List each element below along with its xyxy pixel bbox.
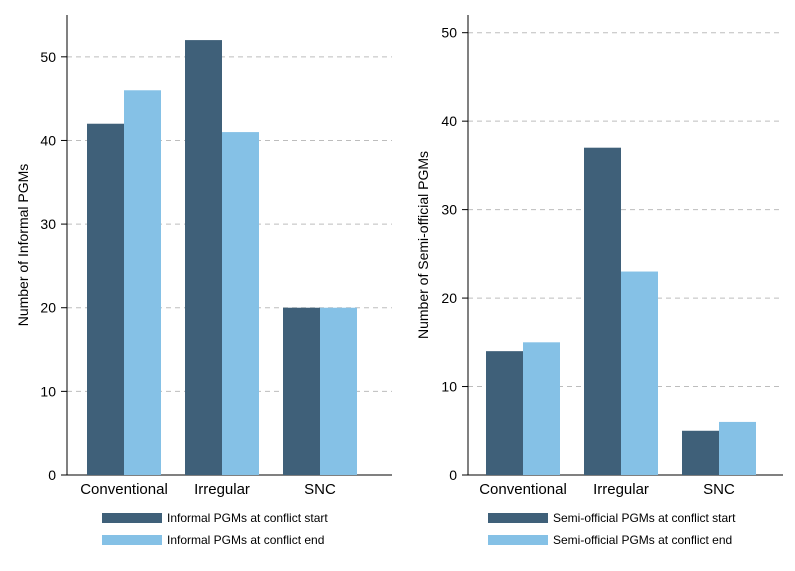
- legend-swatch: [102, 535, 162, 545]
- legend-label: Semi-official PGMs at conflict end: [553, 533, 732, 547]
- x-category-label: Irregular: [194, 481, 250, 498]
- x-category-label: Conventional: [479, 481, 567, 498]
- legend-swatch: [102, 513, 162, 523]
- legend-swatch: [488, 535, 548, 545]
- y-tick-label: 10: [40, 383, 56, 399]
- y-tick-label: 10: [441, 379, 457, 395]
- y-tick-label: 40: [441, 113, 457, 129]
- legend-label: Semi-official PGMs at conflict start: [553, 511, 736, 525]
- bar-end-conventional: [523, 342, 560, 475]
- y-tick-label: 50: [441, 25, 457, 41]
- y-tick-label: 40: [40, 132, 56, 148]
- bar-start-snc: [682, 430, 719, 475]
- y-tick-label: 0: [48, 467, 56, 483]
- x-category-label: SNC: [304, 481, 336, 498]
- x-category-label: Irregular: [593, 481, 649, 498]
- chart-panel-informal: 0 10 20 30 40 50 Conventional Irregular SNC Numbe…: [15, 15, 392, 547]
- y-tick-label: 20: [441, 290, 457, 306]
- legend-swatch: [488, 513, 548, 523]
- y-axis-title: Number of Semi-official PGMs: [415, 151, 431, 339]
- y-tick-label: 30: [441, 202, 457, 218]
- bar-start-irregular: [584, 147, 621, 475]
- bar-start-snc: [283, 307, 320, 475]
- y-tick-label: 0: [449, 467, 457, 483]
- chart-panel-semi-official: 0 10 20 30 40 50 Conventional Irregular SNC Numbe…: [415, 15, 783, 547]
- y-tick-label: 20: [40, 300, 56, 316]
- legend-label: Informal PGMs at conflict start: [167, 511, 328, 525]
- bar-end-snc: [719, 421, 756, 475]
- bar-start-irregular: [185, 40, 222, 475]
- bar-end-irregular: [222, 132, 259, 475]
- x-category-label: SNC: [703, 481, 735, 498]
- legend-label: Informal PGMs at conflict end: [167, 533, 324, 547]
- bar-start-conventional: [486, 351, 523, 475]
- bar-end-irregular: [621, 271, 658, 475]
- bar-end-conventional: [124, 90, 161, 475]
- x-category-label: Conventional: [80, 481, 168, 498]
- y-axis-title: Number of Informal PGMs: [15, 164, 31, 327]
- y-tick-label: 50: [40, 49, 56, 65]
- y-tick-label: 30: [40, 216, 56, 232]
- bar-start-conventional: [87, 123, 124, 476]
- bar-end-snc: [320, 307, 357, 475]
